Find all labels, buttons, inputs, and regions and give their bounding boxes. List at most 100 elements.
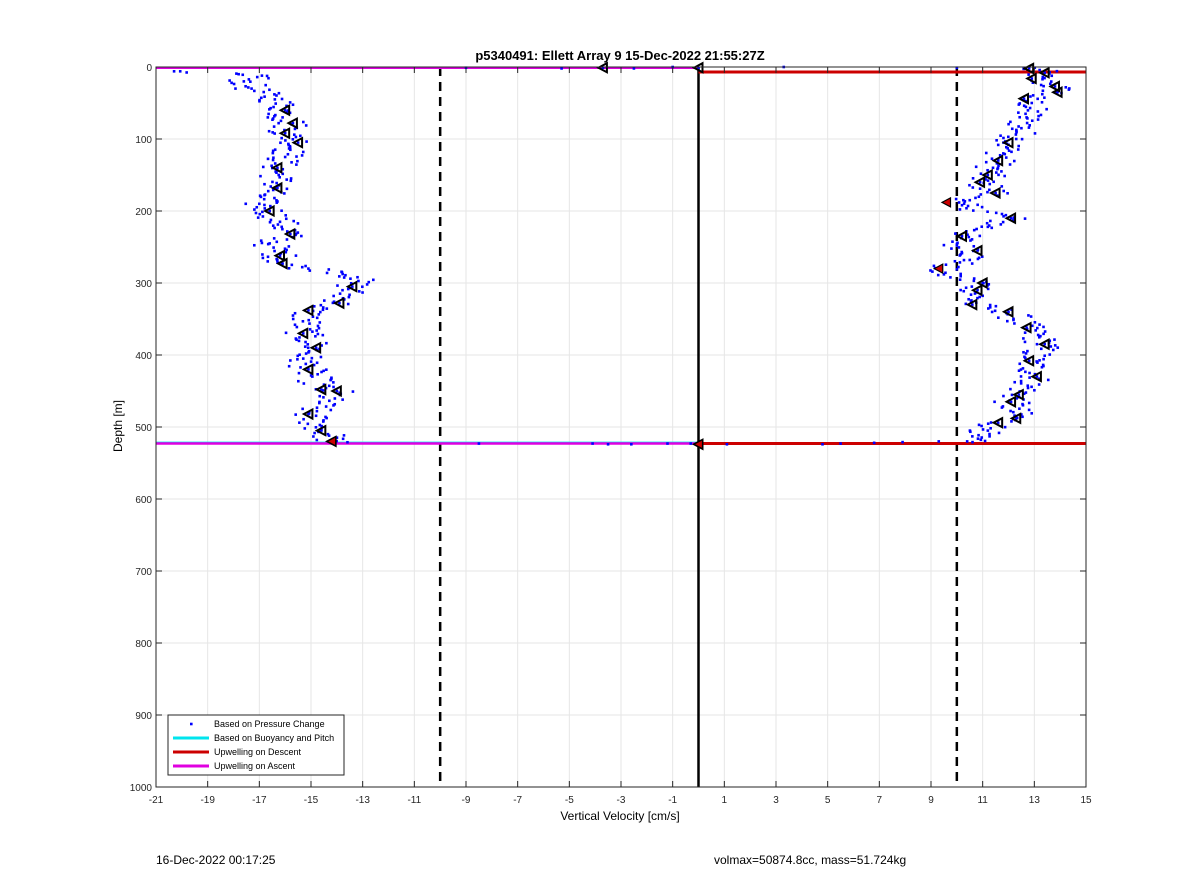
pressure-change-point <box>974 165 978 169</box>
pressure-change-point <box>969 430 972 434</box>
pressure-change-point <box>1010 393 1014 397</box>
pressure-change-point <box>601 66 605 70</box>
pressure-change-point <box>288 101 292 104</box>
pressure-change-point <box>1028 376 1031 379</box>
pressure-change-point <box>1022 350 1025 354</box>
pressure-change-point <box>291 137 295 141</box>
pressure-change-point <box>1067 88 1071 91</box>
pressure-change-point <box>1002 152 1005 155</box>
pressure-change-point <box>1056 346 1060 349</box>
pressure-change-point <box>983 175 987 179</box>
pressure-change-point <box>955 268 959 271</box>
pressure-change-point <box>997 316 1000 320</box>
legend: Based on Pressure Change Based on Buoyanc… <box>167 714 345 776</box>
y-tick-label: 600 <box>135 495 152 506</box>
triangle-marker <box>278 104 291 117</box>
pressure-change-point <box>318 423 322 427</box>
pressure-change-point <box>1043 354 1046 358</box>
pressure-change-point <box>338 275 341 278</box>
pressure-change-point <box>981 428 985 431</box>
pressure-change-point <box>275 201 279 204</box>
pressure-change-point <box>1009 409 1012 413</box>
pressure-change-point <box>303 345 307 348</box>
pressure-change-point <box>1021 403 1025 407</box>
pressure-change-point <box>1043 71 1046 75</box>
pressure-change-point <box>351 390 355 393</box>
pressure-change-point <box>1029 95 1032 98</box>
pressure-change-point <box>955 242 959 246</box>
footer-timestamp: 16-Dec-2022 00:17:25 <box>156 853 276 867</box>
triangle-marker <box>1009 412 1022 425</box>
pressure-change-point <box>1042 332 1045 336</box>
pressure-change-point <box>969 239 972 242</box>
pressure-change-point <box>1031 81 1035 84</box>
pressure-change-point <box>271 131 274 134</box>
pressure-change-point <box>321 333 325 337</box>
pressure-change-point <box>960 203 964 207</box>
pressure-change-point <box>304 362 308 366</box>
triangle-marker <box>1038 338 1050 351</box>
pressure-change-point <box>1030 77 1034 80</box>
pressure-change-point <box>298 421 301 424</box>
pressure-change-point <box>266 157 270 161</box>
pressure-change-point <box>1022 104 1026 108</box>
pressure-change-point <box>1019 382 1023 385</box>
pressure-change-point <box>307 412 310 416</box>
pressure-change-point <box>273 114 276 118</box>
pressure-change-point <box>319 355 323 359</box>
pressure-change-point <box>344 273 347 277</box>
pressure-change-point <box>993 400 996 404</box>
pressure-change-point <box>980 424 983 428</box>
pressure-change-point <box>978 187 982 190</box>
pressure-change-point <box>293 311 297 315</box>
pressure-change-point <box>332 385 335 389</box>
pressure-change-point <box>302 120 305 124</box>
pressure-change-point <box>286 152 290 156</box>
legend-label: Upwelling on Ascent <box>214 761 296 771</box>
pressure-change-point <box>293 323 297 327</box>
pressure-change-point <box>1030 119 1034 123</box>
pressure-change-point <box>1040 92 1044 96</box>
pressure-change-point <box>272 237 276 240</box>
pressure-change-point <box>1023 217 1027 220</box>
pressure-change-point <box>994 211 998 215</box>
pressure-change-point <box>969 300 973 303</box>
pressure-change-point <box>1037 383 1041 386</box>
pressure-change-point <box>1045 107 1048 111</box>
pressure-change-point <box>1000 170 1003 173</box>
pressure-change-point <box>273 132 276 135</box>
pressure-change-point <box>259 174 262 178</box>
pressure-change-point <box>324 405 328 408</box>
pressure-change-point <box>263 182 266 186</box>
pressure-change-point <box>294 413 298 416</box>
triangle-marker <box>965 298 978 311</box>
pressure-change-point <box>291 121 295 125</box>
pressure-change-point <box>976 257 980 261</box>
triangle-marker <box>296 327 309 340</box>
pressure-change-point <box>309 360 313 363</box>
pressure-change-point <box>275 171 278 174</box>
pressure-change-point <box>320 429 323 432</box>
pressure-change-point <box>981 281 984 285</box>
pressure-change-point <box>1027 67 1031 70</box>
series-layer <box>156 61 1086 787</box>
pressure-change-point <box>1024 391 1028 394</box>
pressure-change-point <box>988 188 991 192</box>
pressure-change-point <box>311 315 315 318</box>
pressure-change-point <box>287 364 291 368</box>
pressure-change-point <box>313 431 316 435</box>
pressure-change-point <box>1050 74 1054 78</box>
pressure-change-point <box>971 435 974 438</box>
pressure-change-point <box>955 66 959 70</box>
triangle-marker <box>1030 370 1042 383</box>
chart-title: p5340491: Ellett Array 9 15-Dec-2022 21:… <box>475 48 764 63</box>
y-tick-label: 0 <box>146 63 152 74</box>
pressure-change-point <box>256 216 260 219</box>
pressure-change-point <box>269 218 273 222</box>
pressure-change-point <box>1026 109 1030 112</box>
pressure-change-point <box>266 189 270 193</box>
pressure-change-point <box>255 205 259 209</box>
pressure-change-point <box>1049 345 1053 348</box>
pressure-change-point <box>1017 111 1020 114</box>
pressure-change-point <box>962 198 965 202</box>
